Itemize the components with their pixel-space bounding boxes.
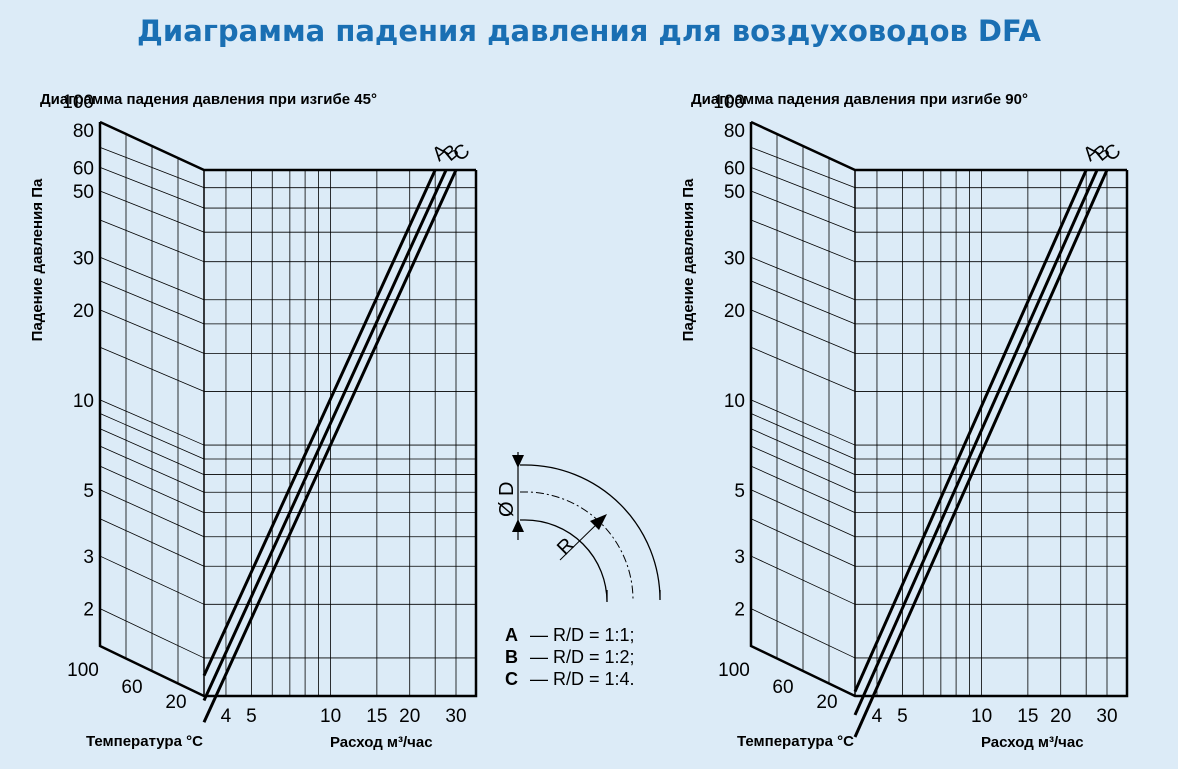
y-tick-label: 80 <box>724 121 745 142</box>
y-tick-label: 60 <box>724 158 745 179</box>
x-tick-label: 5 <box>246 706 257 727</box>
radius-arrow <box>590 514 607 530</box>
legend-text: — R/D = 1:1; <box>530 625 635 645</box>
page-title: Диаграмма падения давления для воздухово… <box>137 14 1041 48</box>
series-line-b <box>202 169 448 702</box>
diameter-arrow-bottom <box>512 519 524 532</box>
radius-line <box>559 519 602 561</box>
x-tick-label: 30 <box>1096 706 1117 727</box>
bend-diagram: ØDR <box>496 452 661 603</box>
frame-top <box>750 120 1127 172</box>
x-tick-label: 10 <box>320 706 341 727</box>
legend-key: B <box>505 647 518 667</box>
series-line-c <box>853 169 1109 738</box>
y-tick-label: 2 <box>734 600 745 621</box>
diameter-arrow-top <box>512 455 524 468</box>
series-line-c <box>202 169 458 723</box>
y-tick-label: 60 <box>73 158 94 179</box>
x-tick-label: 4 <box>872 706 883 727</box>
x-tick-label: 10 <box>971 706 992 727</box>
y-tick-label: 100 <box>713 92 745 113</box>
x-tick-label: 5 <box>897 706 908 727</box>
x-axis-label: Расход м³/час <box>330 734 433 751</box>
legend-key: A <box>505 625 518 645</box>
temperature-tick-label: 20 <box>165 692 186 713</box>
chart-panel-1: Диаграмма падения давления при изгибе 45… <box>29 91 478 751</box>
temperature-axis-label: Температура °C <box>737 733 854 750</box>
y-tick-label: 10 <box>73 391 94 412</box>
series-line-a <box>202 169 437 677</box>
y-axis-label: Падение давления Па <box>29 178 46 341</box>
diameter-label: D <box>496 482 518 496</box>
y-tick-label: 10 <box>724 391 745 412</box>
y-tick-label: 30 <box>724 248 745 269</box>
y-tick-label: 3 <box>734 547 745 568</box>
temperature-tick-label: 60 <box>772 677 793 698</box>
temperature-tick-label: 20 <box>816 692 837 713</box>
y-tick-label: 2 <box>83 600 94 621</box>
legend-text: — R/D = 1:4. <box>530 669 635 689</box>
chart-panel-2: Диаграмма падения давления при изгибе 90… <box>680 91 1129 751</box>
series-line-a <box>853 169 1088 693</box>
y-tick-label: 100 <box>62 92 94 113</box>
x-tick-label: 15 <box>366 706 387 727</box>
bend-centerline <box>520 491 634 601</box>
legend-text: — R/D = 1:2; <box>530 647 635 667</box>
x-tick-label: 15 <box>1017 706 1038 727</box>
temperature-tick-label: 100 <box>718 660 750 681</box>
y-tick-label: 50 <box>73 182 94 203</box>
y-tick-label: 5 <box>734 481 745 502</box>
temperature-tick-label: 100 <box>67 660 99 681</box>
chart-subtitle: Диаграмма падения давления при изгибе 45… <box>40 91 377 108</box>
y-tick-label: 50 <box>724 182 745 203</box>
chart-subtitle: Диаграмма падения давления при изгибе 90… <box>691 91 1028 108</box>
x-tick-label: 20 <box>1050 706 1071 727</box>
temperature-tick-label: 60 <box>121 677 142 698</box>
y-tick-label: 80 <box>73 121 94 142</box>
y-tick-label: 5 <box>83 481 94 502</box>
y-tick-label: 20 <box>73 301 94 322</box>
legend: A — R/D = 1:1; B — R/D = 1:2; C — R/D = 1:4. <box>505 625 635 689</box>
y-tick-label: 30 <box>73 248 94 269</box>
y-tick-label: 20 <box>724 301 745 322</box>
frame-top <box>99 120 476 172</box>
temperature-axis-label: Температура °C <box>86 733 203 750</box>
y-axis-label: Падение давления Па <box>680 178 697 341</box>
y-tick-label: 3 <box>83 547 94 568</box>
x-axis-label: Расход м³/час <box>981 734 1084 751</box>
legend-key: C <box>505 669 518 689</box>
diameter-symbol: Ø <box>496 501 518 517</box>
x-tick-label: 4 <box>221 706 232 727</box>
bend-inner-arc <box>520 519 608 603</box>
bend-outer-arc <box>520 464 661 601</box>
x-tick-label: 20 <box>399 706 420 727</box>
series-line-b <box>853 169 1099 716</box>
x-tick-label: 30 <box>445 706 466 727</box>
